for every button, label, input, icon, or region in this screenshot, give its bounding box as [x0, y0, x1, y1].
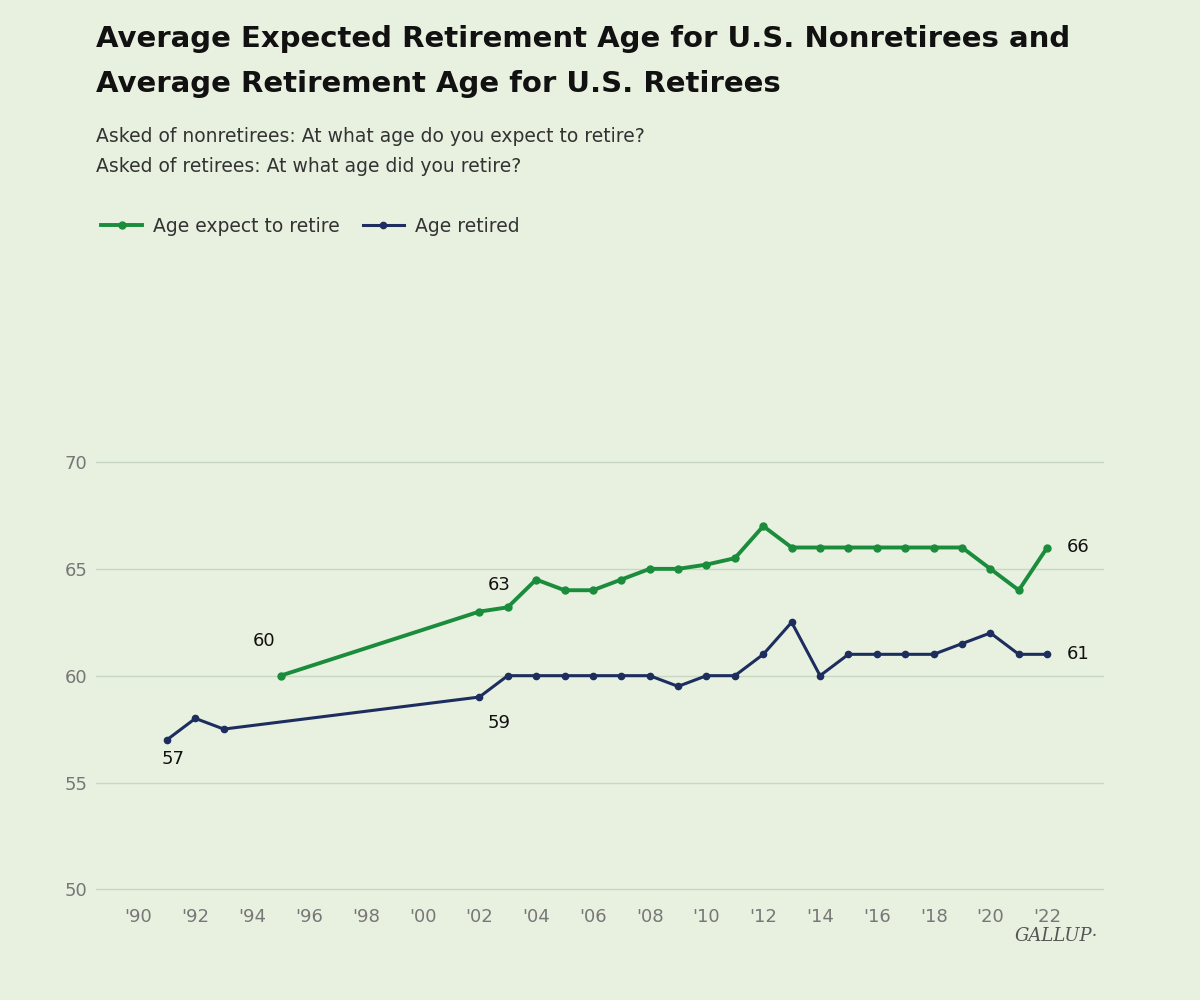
Text: 60: 60 [252, 632, 275, 650]
Text: Asked of nonretirees: At what age do you expect to retire?: Asked of nonretirees: At what age do you… [96, 127, 644, 146]
Text: 57: 57 [161, 750, 185, 768]
Text: Average Retirement Age for U.S. Retirees: Average Retirement Age for U.S. Retirees [96, 70, 781, 98]
Text: 59: 59 [488, 714, 511, 732]
Text: Average Expected Retirement Age for U.S. Nonretirees and: Average Expected Retirement Age for U.S.… [96, 25, 1070, 53]
Text: 61: 61 [1067, 645, 1090, 663]
Text: 66: 66 [1067, 538, 1090, 556]
Legend: Age expect to retire, Age retired: Age expect to retire, Age retired [94, 209, 527, 243]
Text: 63: 63 [488, 576, 511, 594]
Text: Asked of retirees: At what age did you retire?: Asked of retirees: At what age did you r… [96, 157, 521, 176]
Text: GALLUP·: GALLUP· [1015, 927, 1098, 945]
